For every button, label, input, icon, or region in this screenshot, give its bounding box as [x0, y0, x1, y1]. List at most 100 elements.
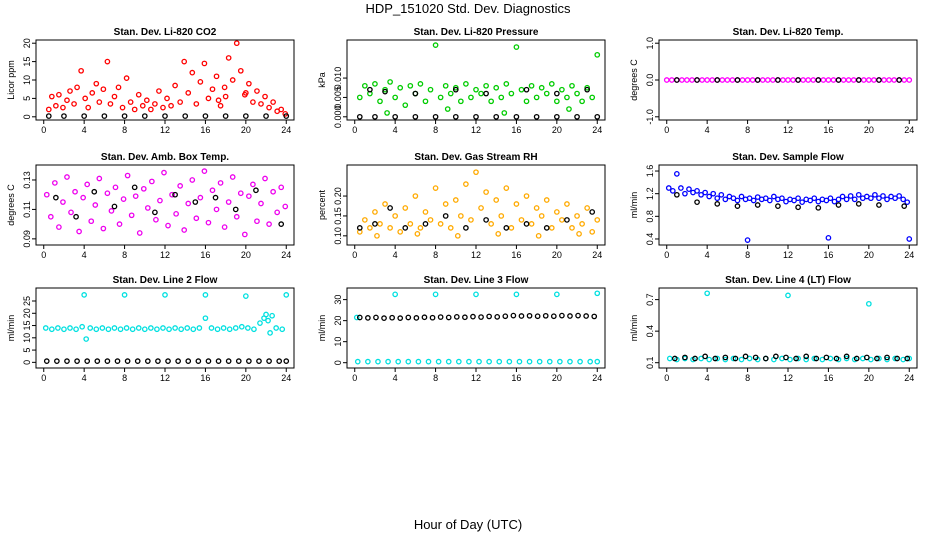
data-point: [213, 73, 220, 80]
data-point: [81, 113, 88, 119]
data-point: [217, 102, 224, 109]
data-point: [245, 325, 251, 331]
data-point: [473, 169, 479, 176]
data-point: [553, 113, 560, 120]
data-point: [840, 77, 847, 83]
data-point: [384, 110, 390, 116]
data-point: [432, 291, 439, 298]
data-point: [251, 326, 257, 333]
data-point: [52, 180, 58, 186]
data-point: [276, 358, 283, 364]
data-point: [506, 358, 513, 365]
data-point: [246, 80, 252, 87]
data-point: [253, 187, 259, 194]
x-tick-label: 24: [281, 125, 291, 135]
data-point: [865, 300, 872, 307]
y-axis-label: percent: [317, 189, 327, 220]
data-point: [533, 94, 540, 101]
data-point: [45, 113, 52, 119]
data-point: [262, 93, 268, 100]
data-point: [533, 205, 540, 211]
data-point: [225, 55, 232, 61]
x-tick-label: 4: [393, 250, 398, 260]
data-point: [843, 196, 850, 203]
data-point: [811, 355, 818, 362]
data-point: [714, 355, 721, 362]
data-point: [172, 82, 178, 89]
data-point: [266, 104, 272, 111]
data-point: [498, 213, 505, 219]
data-point: [843, 353, 850, 360]
data-point: [863, 354, 870, 361]
data-point: [872, 191, 878, 198]
data-point: [61, 113, 67, 119]
data-point: [820, 77, 827, 83]
data-point: [671, 355, 678, 362]
data-point: [283, 358, 290, 364]
series-2: [356, 86, 601, 120]
data-point: [752, 354, 759, 361]
data-point: [712, 355, 719, 362]
data-point: [589, 94, 596, 101]
data-point: [843, 355, 850, 362]
data-point: [421, 314, 428, 321]
data-point: [445, 358, 452, 365]
y-tick-label: -1.0: [645, 109, 655, 125]
data-point: [839, 193, 846, 200]
data-point: [212, 194, 219, 201]
y-tick-label: 0.09: [22, 230, 32, 248]
data-point: [496, 358, 503, 365]
data-point: [876, 355, 882, 362]
data-point: [232, 325, 239, 331]
x-tick-label: 12: [783, 250, 793, 260]
data-point: [476, 358, 482, 365]
plot-frame: [346, 164, 606, 246]
y-tick-label: 0.0: [645, 74, 655, 87]
data-point: [402, 102, 409, 109]
data-point: [855, 77, 862, 83]
panel-title: Stan. Dev. Gas Stream RH: [414, 152, 537, 163]
data-point: [422, 209, 429, 215]
data-point: [242, 113, 249, 119]
x-tick-label: 16: [511, 373, 521, 383]
data-point: [381, 315, 387, 321]
y-tick-label: 0: [333, 360, 343, 365]
data-point: [503, 81, 510, 87]
data-point: [375, 358, 381, 365]
data-point: [518, 313, 525, 319]
data-point: [493, 197, 500, 203]
data-point: [131, 184, 138, 191]
data-point: [92, 202, 99, 208]
data-point: [73, 213, 79, 220]
data-point: [795, 195, 801, 202]
data-point: [884, 356, 890, 363]
y-tick-label: 0.000: [333, 106, 343, 129]
y-tick-label: 1.6: [645, 165, 655, 178]
data-point: [56, 91, 62, 98]
data-point: [718, 191, 725, 198]
x-tick-label: 12: [471, 373, 481, 383]
data-point: [682, 354, 688, 361]
data-point: [587, 358, 594, 365]
series-1: [665, 171, 913, 243]
data-point: [407, 82, 414, 89]
data-point: [53, 102, 59, 109]
data-point: [213, 206, 220, 213]
data-point: [594, 217, 601, 223]
data-point: [134, 358, 141, 364]
data-point: [173, 210, 179, 217]
data-point: [437, 314, 444, 320]
data-point: [140, 185, 147, 192]
data-point: [432, 113, 439, 120]
data-point: [74, 358, 80, 364]
data-point: [865, 77, 872, 83]
data-point: [220, 325, 227, 331]
data-point: [377, 98, 383, 105]
data-point: [668, 77, 675, 83]
data-point: [435, 358, 442, 365]
x-tick-label: 4: [393, 373, 398, 383]
data-point: [156, 88, 162, 94]
data-point: [162, 292, 168, 298]
y-axis-label: ml/min: [629, 315, 639, 342]
data-point: [813, 355, 820, 362]
